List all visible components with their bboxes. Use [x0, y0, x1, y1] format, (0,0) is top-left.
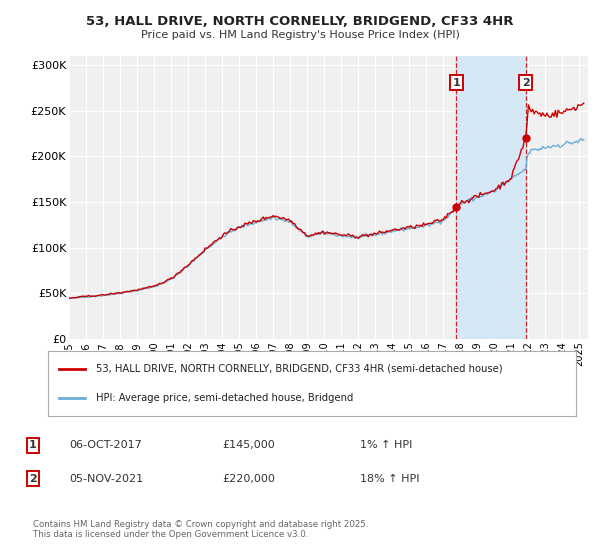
Text: Contains HM Land Registry data © Crown copyright and database right 2025.
This d: Contains HM Land Registry data © Crown c… [33, 520, 368, 539]
Text: £220,000: £220,000 [222, 474, 275, 484]
Text: 1: 1 [452, 78, 460, 88]
Bar [456, 56, 526, 339]
Text: 06-OCT-2017: 06-OCT-2017 [69, 440, 142, 450]
Text: 2: 2 [522, 78, 530, 88]
Text: 53, HALL DRIVE, NORTH CORNELLY, BRIDGEND, CF33 4HR: 53, HALL DRIVE, NORTH CORNELLY, BRIDGEND… [86, 15, 514, 28]
Text: 05-NOV-2021: 05-NOV-2021 [69, 474, 143, 484]
Text: Price paid vs. HM Land Registry's House Price Index (HPI): Price paid vs. HM Land Registry's House … [140, 30, 460, 40]
Text: 53, HALL DRIVE, NORTH CORNELLY, BRIDGEND, CF33 4HR (semi-detached house): 53, HALL DRIVE, NORTH CORNELLY, BRIDGEND… [95, 363, 502, 374]
Text: 1: 1 [29, 440, 37, 450]
Text: £145,000: £145,000 [222, 440, 275, 450]
Text: 18% ↑ HPI: 18% ↑ HPI [360, 474, 419, 484]
Text: 2: 2 [29, 474, 37, 484]
Text: 1% ↑ HPI: 1% ↑ HPI [360, 440, 412, 450]
Text: HPI: Average price, semi-detached house, Bridgend: HPI: Average price, semi-detached house,… [95, 393, 353, 403]
